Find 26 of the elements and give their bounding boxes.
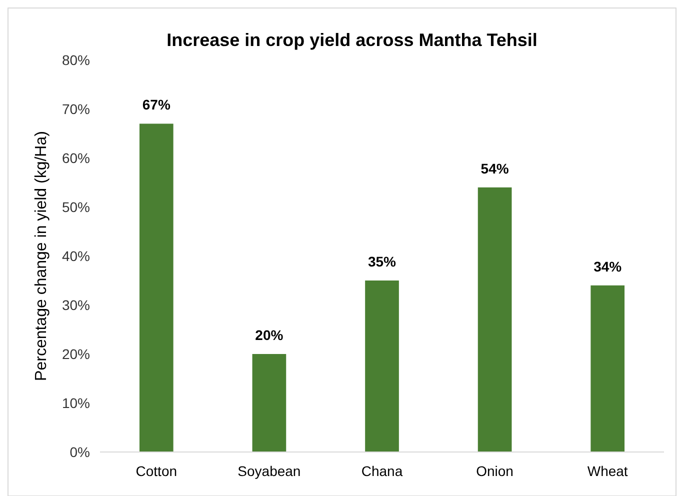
y-axis-title: Percentage change in yield (kg/Ha) bbox=[33, 131, 50, 381]
data-label: 54% bbox=[480, 160, 510, 176]
bar bbox=[478, 187, 512, 452]
y-tick-label: 80% bbox=[62, 52, 90, 68]
x-tick-label: Soyabean bbox=[238, 463, 301, 479]
y-tick-label: 60% bbox=[62, 150, 90, 166]
y-tick-label: 20% bbox=[62, 346, 90, 362]
bar bbox=[252, 354, 286, 452]
y-tick-label: 70% bbox=[62, 100, 90, 117]
data-label: 34% bbox=[594, 258, 622, 274]
x-tick-label: Onion bbox=[476, 463, 514, 479]
y-tick-label: 50% bbox=[62, 198, 90, 215]
y-tick-label: 0% bbox=[70, 444, 90, 460]
data-label: 35% bbox=[368, 254, 397, 270]
data-label: 67% bbox=[142, 96, 171, 113]
y-tick-label: 10% bbox=[62, 394, 90, 411]
x-tick-label: Chana bbox=[361, 463, 403, 479]
x-tick-label: Wheat bbox=[587, 463, 628, 479]
y-tick-label: 30% bbox=[62, 296, 90, 313]
data-label: 20% bbox=[255, 327, 284, 343]
y-tick-label: 40% bbox=[62, 248, 90, 264]
bar bbox=[590, 285, 625, 452]
x-tick-label: Cotton bbox=[136, 463, 178, 479]
bar bbox=[365, 280, 399, 452]
bar bbox=[139, 124, 174, 452]
chart-title: Increase in crop yield across Mantha Tehsil bbox=[166, 30, 538, 50]
